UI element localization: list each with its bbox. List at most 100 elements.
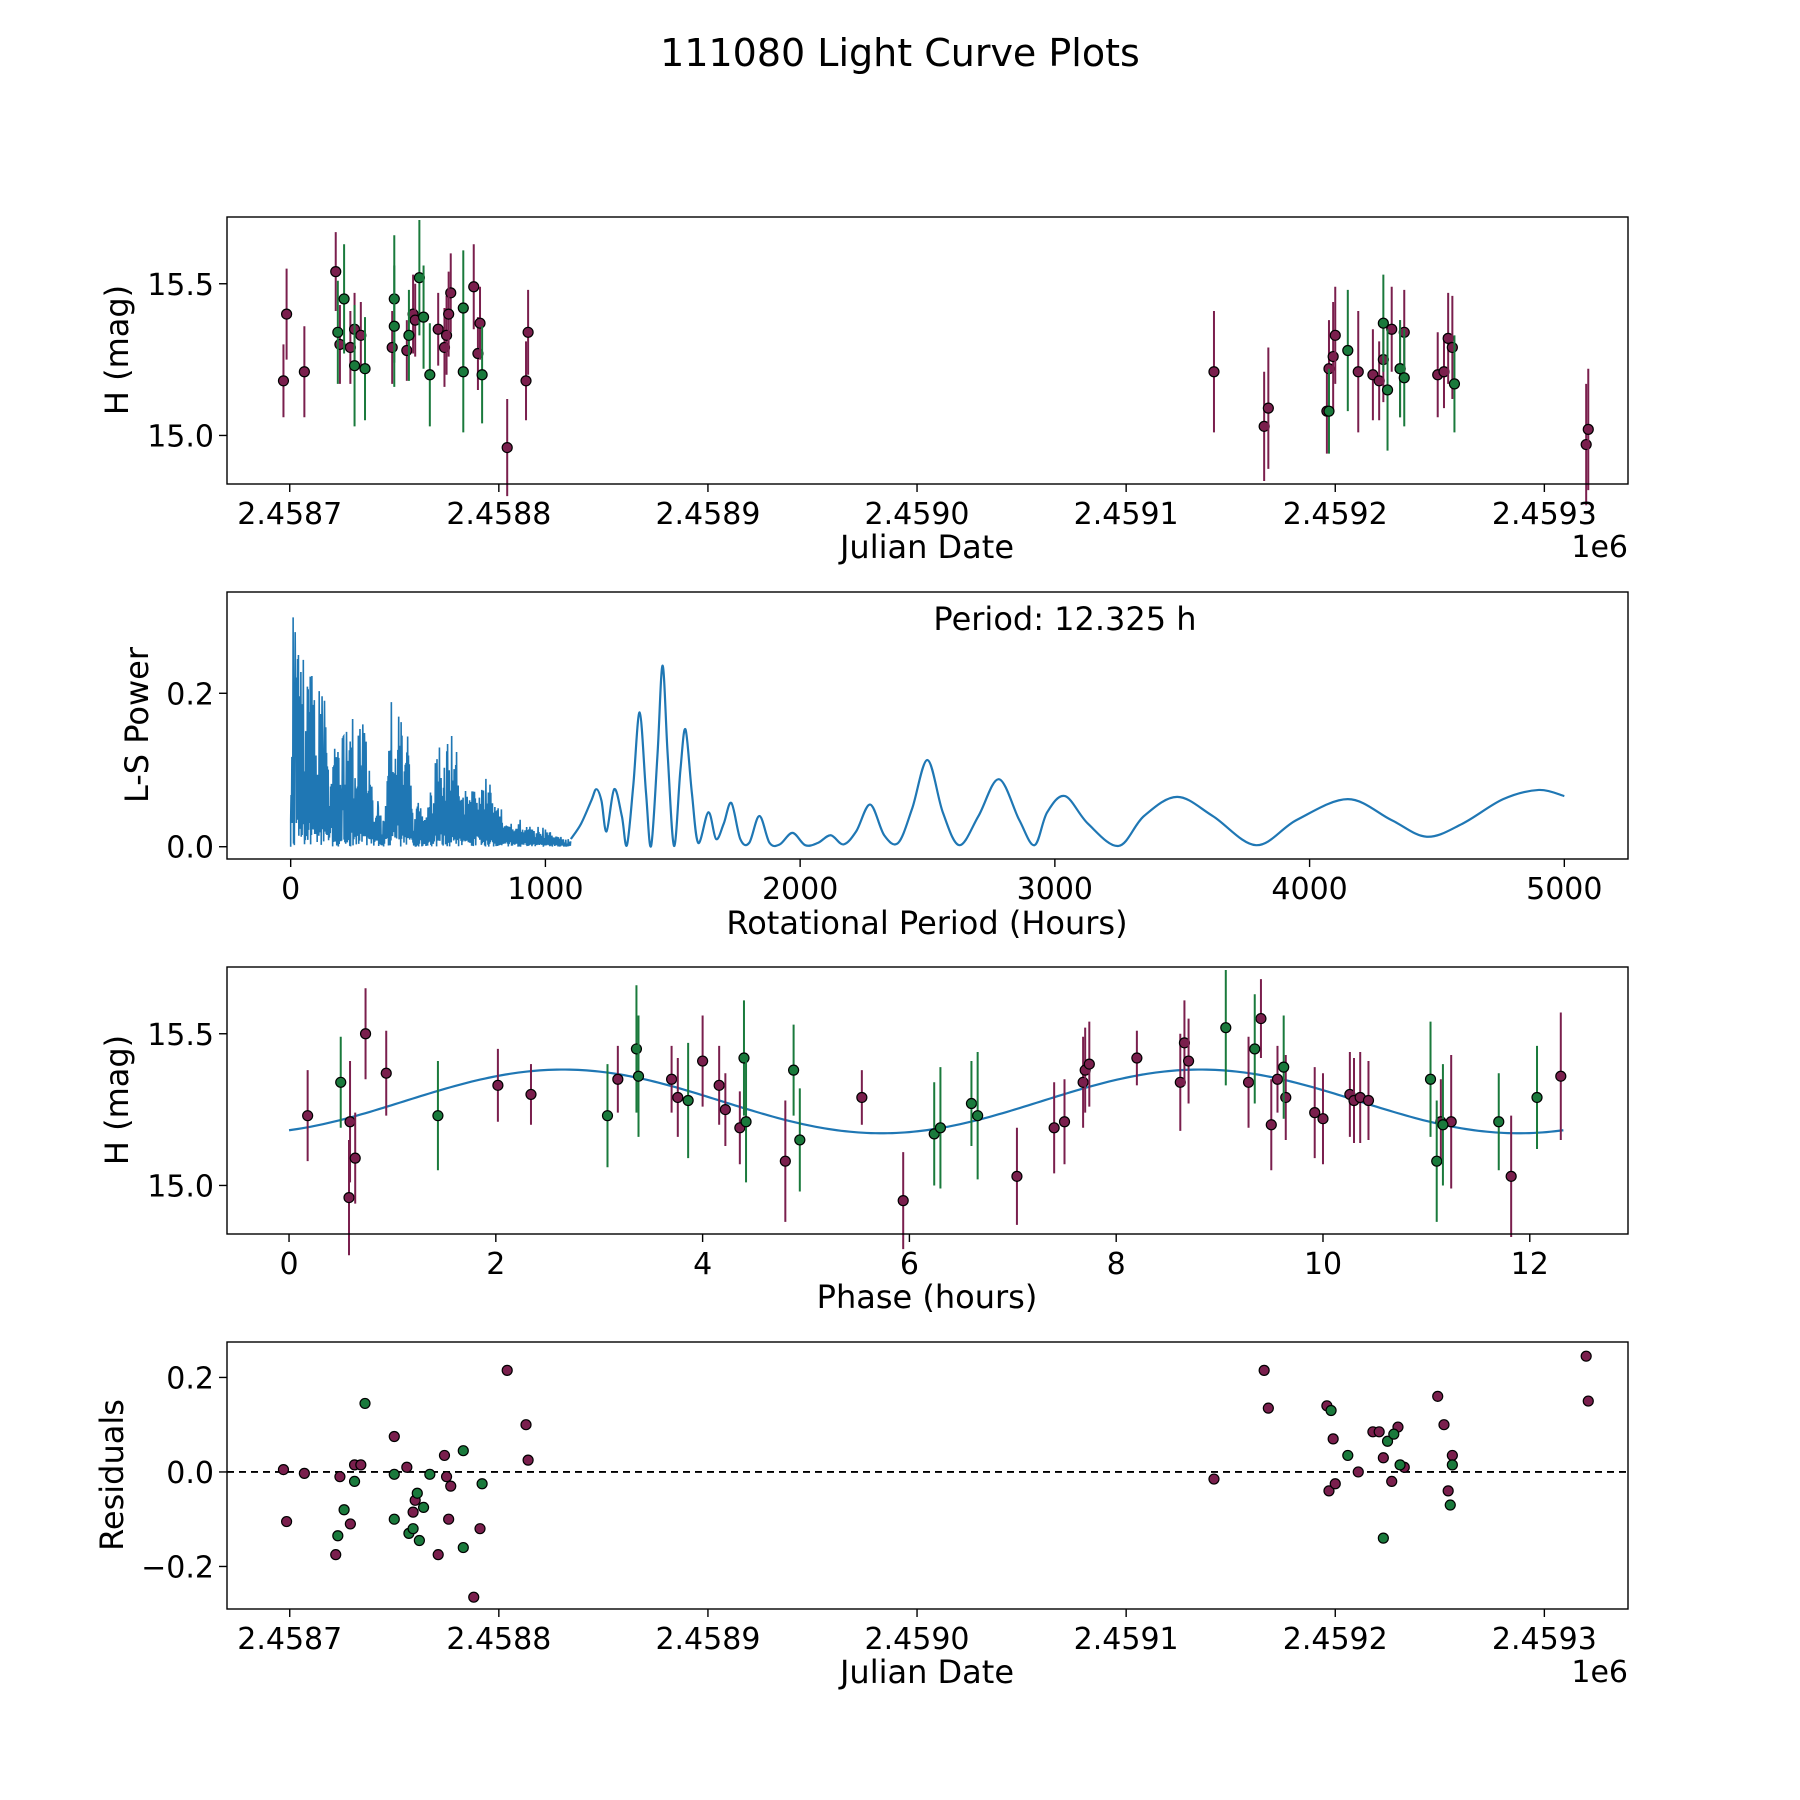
residuals-point-r bbox=[445, 1480, 457, 1492]
period-annotation: Period: 12.325 h bbox=[933, 600, 1196, 638]
phase-folded-point-r bbox=[1131, 1052, 1143, 1064]
phase-folded-point-r bbox=[672, 1091, 684, 1104]
phase-folded-point-r bbox=[1555, 1070, 1567, 1082]
light-curve-point-r bbox=[520, 375, 532, 387]
residuals-point-g bbox=[457, 1445, 469, 1457]
phase-folded-point-r bbox=[343, 1191, 355, 1204]
phase-folded-point-r bbox=[713, 1079, 725, 1091]
residuals-point-r bbox=[1582, 1395, 1594, 1407]
residuals-point-r bbox=[468, 1591, 480, 1603]
phase-folded-point-g bbox=[740, 1116, 752, 1128]
residuals-point-g bbox=[332, 1530, 344, 1542]
residuals-xtick-label: 2.4590 bbox=[865, 1622, 970, 1657]
residuals-point-r bbox=[520, 1419, 532, 1431]
residuals-point-g bbox=[424, 1468, 436, 1480]
phase-folded-point-g bbox=[1431, 1155, 1443, 1167]
light-curve-point-g bbox=[476, 369, 488, 381]
periodogram-xtick-label: 1000 bbox=[507, 872, 583, 907]
phase-folded-point-r bbox=[1362, 1094, 1375, 1107]
light-curve-point-g bbox=[332, 326, 344, 338]
phase-folded-point-r bbox=[1182, 1055, 1195, 1067]
residuals-point-r bbox=[334, 1471, 346, 1483]
light-curve-point-g bbox=[1377, 317, 1389, 329]
residuals-point-r bbox=[438, 1449, 451, 1462]
light-curve-xtick-label: 2.4590 bbox=[865, 497, 970, 532]
phase-folded-point-r bbox=[349, 1152, 361, 1164]
residuals-point-g bbox=[417, 1501, 430, 1513]
phase-folded-point-r bbox=[1048, 1122, 1060, 1134]
residuals-point-r bbox=[1580, 1350, 1592, 1362]
light-curve-ylabel: H (mag) bbox=[98, 285, 136, 415]
residuals-point-r bbox=[1438, 1419, 1450, 1431]
residuals-point-r bbox=[443, 1513, 455, 1525]
periodogram-xtick-label: 5000 bbox=[1526, 872, 1602, 907]
light-curve-point-r bbox=[277, 375, 290, 387]
light-curve-point-r bbox=[1582, 423, 1594, 435]
residuals-point-r bbox=[298, 1467, 310, 1479]
light-curve-point-r bbox=[280, 308, 293, 320]
residuals-point-r bbox=[388, 1430, 400, 1443]
light-curve-point-r bbox=[1327, 350, 1339, 363]
phase-folded-point-r bbox=[697, 1055, 709, 1067]
light-curve-point-g bbox=[424, 369, 436, 381]
residuals-point-r bbox=[330, 1549, 342, 1561]
residuals-point-r bbox=[344, 1518, 356, 1530]
phase-folded-xtick-label: 12 bbox=[1511, 1247, 1549, 1282]
residuals-point-g bbox=[338, 1504, 350, 1516]
light-curve-point-g bbox=[1323, 405, 1335, 417]
residuals-xtick-label: 2.4589 bbox=[655, 1622, 760, 1657]
residuals-point-r bbox=[1386, 1475, 1398, 1488]
phase-folded-xtick-label: 6 bbox=[900, 1247, 919, 1282]
residuals-ytick-label: 0.0 bbox=[166, 1456, 214, 1491]
residuals-ylabel: Residuals bbox=[93, 1399, 131, 1551]
phase-folded-point-r bbox=[1077, 1076, 1089, 1088]
residuals-point-g bbox=[457, 1541, 469, 1554]
residuals-offset-label: 1e6 bbox=[1571, 1655, 1628, 1690]
residuals-point-r bbox=[474, 1523, 486, 1535]
phase-folded-point-r bbox=[1255, 1012, 1267, 1025]
phase-folded-point-r bbox=[302, 1110, 314, 1122]
light-curve-point-g bbox=[403, 329, 415, 341]
residuals-point-g bbox=[1342, 1449, 1354, 1462]
phase-folded-point-g bbox=[1278, 1061, 1290, 1073]
residuals-point-r bbox=[1208, 1473, 1220, 1485]
residuals-ytick-label: −0.2 bbox=[141, 1550, 214, 1585]
residuals-point-g bbox=[388, 1468, 400, 1480]
phase-folded-point-r bbox=[344, 1116, 356, 1128]
light-curve-point-r bbox=[1352, 366, 1364, 378]
phase-folded-xtick-label: 2 bbox=[486, 1247, 505, 1282]
light-curve-point-r bbox=[1580, 438, 1592, 451]
light-curve-point-r bbox=[474, 317, 486, 329]
residuals-point-r bbox=[432, 1549, 444, 1561]
phase-folded-ytick-label: 15.5 bbox=[147, 1018, 214, 1053]
residuals-point-r bbox=[522, 1454, 534, 1466]
phase-folded-xtick-label: 0 bbox=[279, 1247, 298, 1282]
phase-folded-point-r bbox=[492, 1079, 504, 1091]
phase-folded-point-g bbox=[1531, 1091, 1543, 1104]
light-curve-xtick-label: 2.4588 bbox=[446, 497, 551, 532]
periodogram-xlabel: Rotational Period (Hours) bbox=[726, 904, 1127, 942]
phase-folded-point-r bbox=[779, 1155, 791, 1167]
light-curve-point-g bbox=[348, 360, 361, 372]
phase-folded-point-r bbox=[525, 1088, 537, 1101]
light-curve-point-r bbox=[445, 287, 457, 299]
light-curve-point-r bbox=[401, 344, 413, 357]
residuals-xtick-label: 2.4591 bbox=[1074, 1622, 1179, 1657]
residuals-point-r bbox=[1352, 1466, 1364, 1478]
light-curve-point-g bbox=[359, 363, 371, 375]
light-curve-point-g bbox=[1342, 344, 1354, 357]
residuals-point-r bbox=[1262, 1402, 1274, 1414]
residuals-point-r bbox=[1446, 1449, 1458, 1462]
phase-folded-point-g bbox=[934, 1122, 947, 1134]
phase-folded-point-g bbox=[788, 1064, 800, 1076]
residuals-ytick-label: 0.2 bbox=[166, 1361, 214, 1396]
residuals-point-r bbox=[407, 1506, 419, 1518]
phase-folded-point-g bbox=[965, 1097, 978, 1110]
residuals-point-r bbox=[1323, 1485, 1335, 1497]
light-curve-point-r bbox=[330, 266, 342, 278]
phase-folded-point-g bbox=[632, 1070, 645, 1082]
phase-folded-point-g bbox=[1220, 1022, 1232, 1034]
phase-folded-point-r bbox=[380, 1067, 392, 1079]
residuals-point-r bbox=[1373, 1426, 1385, 1438]
phase-folded-point-r bbox=[359, 1028, 372, 1040]
